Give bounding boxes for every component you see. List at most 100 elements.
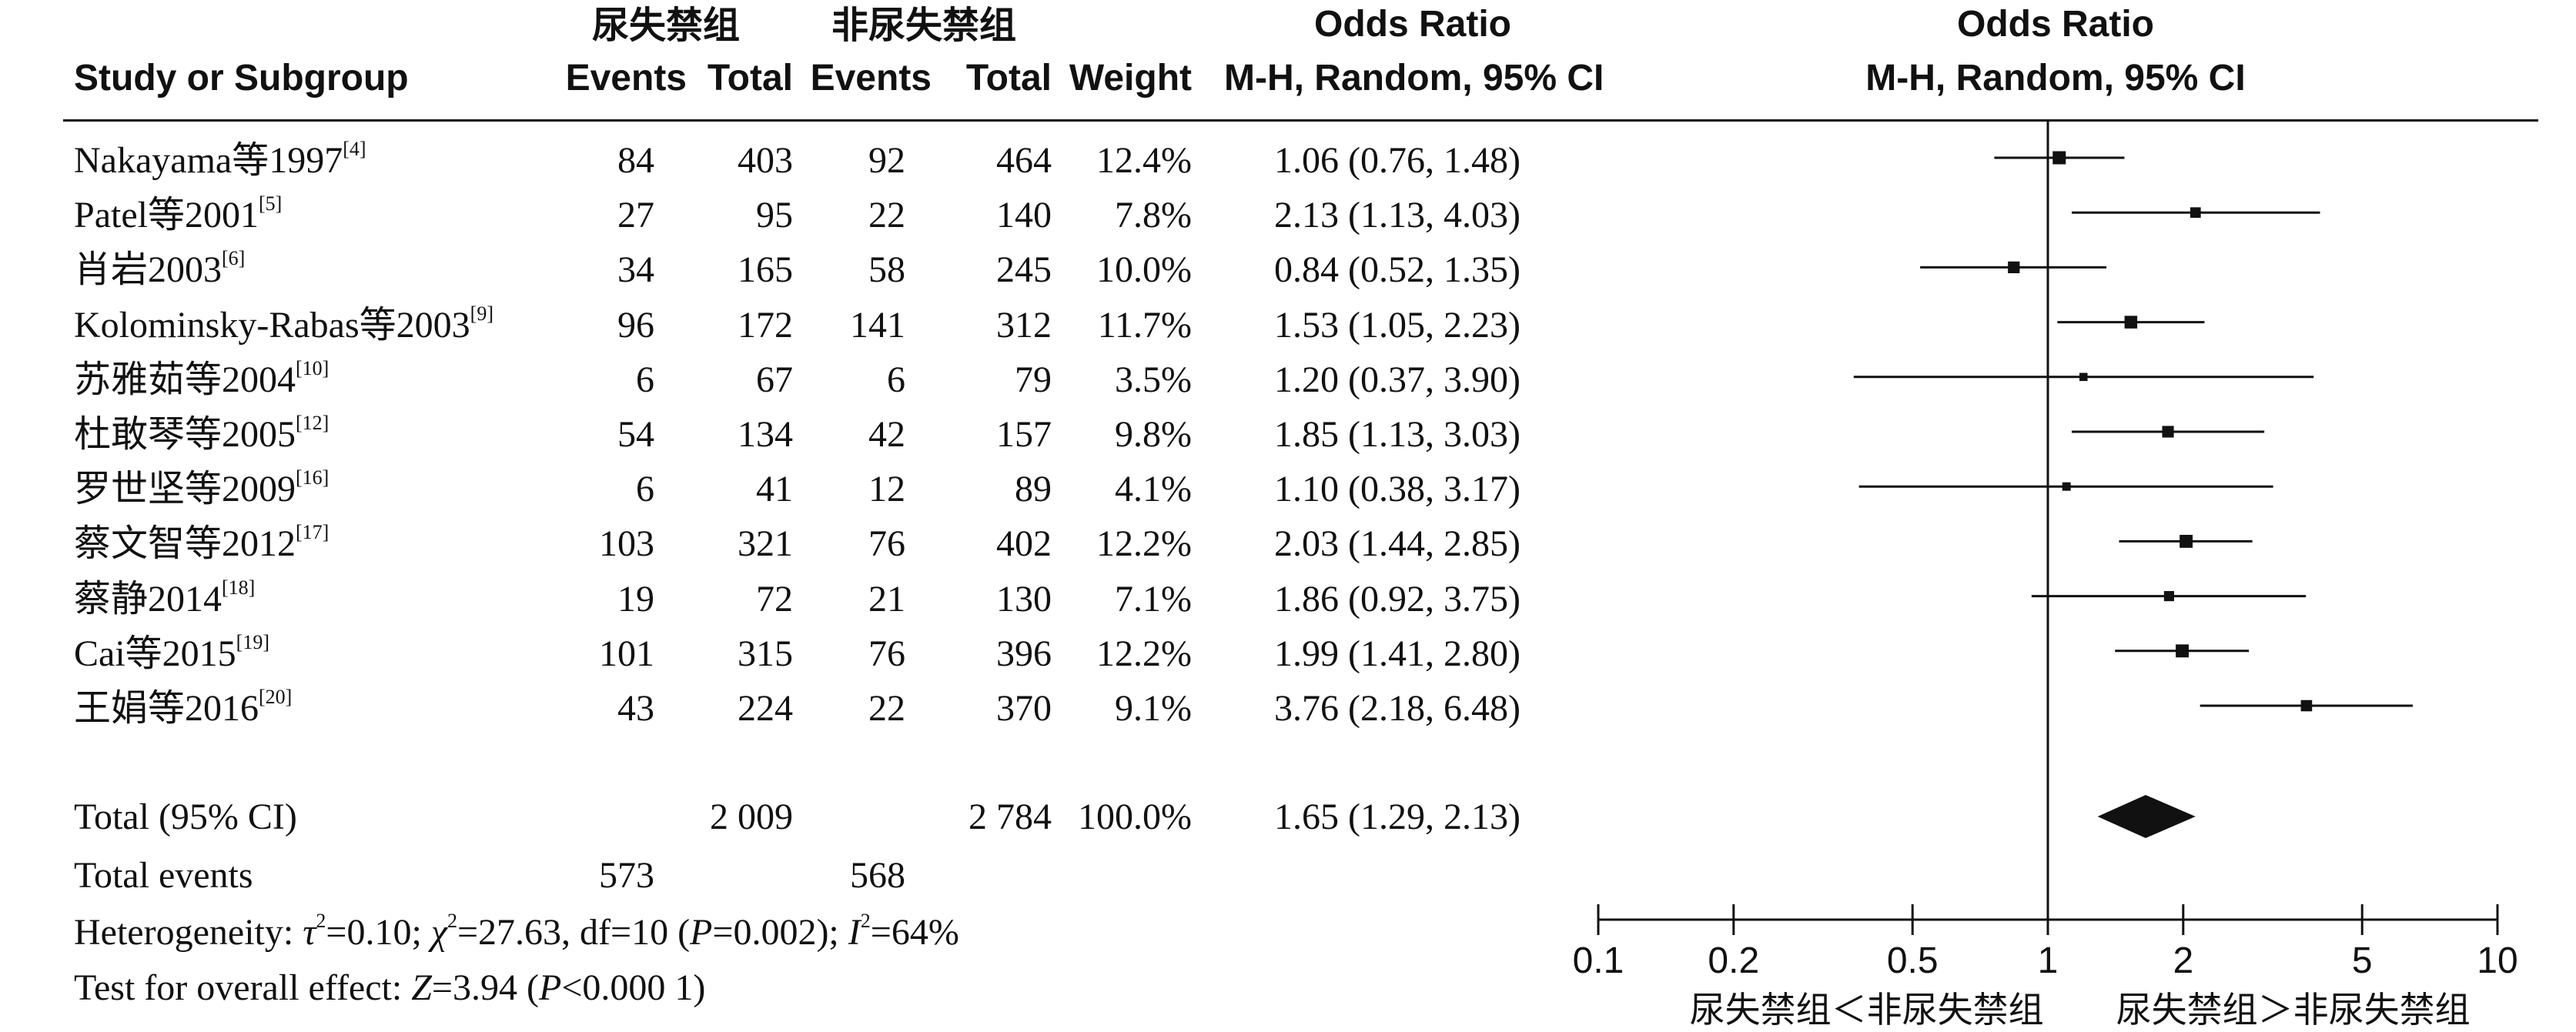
study-total2: 370 (996, 688, 1052, 729)
study-name: 罗世坚等2009[16] (74, 466, 330, 510)
or-square (2162, 426, 2174, 438)
events1-header: Events (565, 58, 687, 99)
study-total2: 402 (996, 523, 1052, 565)
study-events2: 76 (868, 523, 905, 565)
study-events1: 6 (636, 469, 654, 510)
heterogeneity-text: Heterogeneity: τ2=0.10; χ2=27.63, df=10 … (74, 910, 959, 953)
study-weight: 10.0% (1096, 249, 1192, 291)
study-events1: 43 (617, 688, 654, 729)
total-events-e2: 568 (850, 855, 905, 896)
x-tick-label: 1 (2038, 940, 2059, 981)
study-weight: 7.8% (1115, 195, 1192, 236)
study-ci-text: 1.06 (0.76, 1.48) (1274, 140, 1521, 181)
study-ref: [17] (296, 521, 330, 544)
or-square (2300, 700, 2313, 712)
study-ref: [10] (296, 356, 330, 379)
or-square (2124, 316, 2138, 329)
x-tick-label: 5 (2352, 940, 2373, 981)
total-events-label: Total events (74, 855, 253, 896)
study-ci-text: 2.13 (1.13, 4.03) (1274, 195, 1521, 236)
study-events1: 96 (617, 304, 654, 346)
study-ref: [6] (222, 247, 246, 270)
study-ci-text: 3.76 (2.18, 6.48) (1274, 688, 1521, 729)
study-total1: 72 (756, 578, 793, 620)
study-total1: 403 (738, 140, 793, 181)
study-events2: 6 (887, 359, 905, 400)
study-ref: [4] (343, 138, 366, 160)
study-total2: 396 (996, 633, 1052, 674)
x-tick-label: 2 (2173, 940, 2193, 981)
study-name: 蔡静2014[18] (74, 576, 256, 620)
study-total1: 134 (738, 414, 793, 455)
study-weight: 4.1% (1115, 469, 1192, 510)
study-events1: 27 (617, 195, 654, 236)
study-events2: 12 (868, 469, 905, 510)
x-tick-label: 0.5 (1887, 940, 1939, 981)
study-ref: [20] (259, 686, 293, 708)
header-rule (63, 119, 2538, 122)
or-square (2079, 372, 2088, 382)
study-ci-text: 2.03 (1.44, 2.85) (1274, 523, 1521, 565)
weight-header: Weight (1069, 58, 1192, 99)
study-name: Patel等2001[5] (74, 192, 283, 236)
study-total2: 312 (996, 304, 1052, 346)
study-ci-text: 1.20 (0.37, 3.90) (1274, 359, 1521, 400)
study-events2: 76 (868, 633, 905, 674)
total2-header: Total (965, 58, 1052, 99)
study-ci-text: 1.99 (1.41, 2.80) (1274, 633, 1521, 674)
pooled-diamond (2097, 795, 2196, 838)
study-events2: 92 (868, 140, 905, 181)
study-events1: 103 (599, 523, 654, 565)
study-total2: 89 (1015, 469, 1052, 510)
study-total1: 321 (738, 523, 793, 565)
study-name: Kolominsky-Rabas等2003[9] (74, 302, 493, 346)
study-total2: 245 (996, 249, 1052, 291)
x-tick-label: 10 (2477, 940, 2517, 981)
study-events1: 84 (617, 140, 654, 181)
study-events2: 58 (868, 249, 905, 291)
study-weight: 9.8% (1115, 414, 1192, 455)
total-ci-text: 1.65 (1.29, 2.13) (1274, 797, 1521, 837)
study-total1: 165 (738, 249, 793, 291)
study-total2: 157 (996, 414, 1052, 455)
total-weight: 100.0% (1078, 797, 1192, 837)
study-weight: 12.2% (1096, 633, 1192, 674)
or-method-header: M-H, Random, 95% CI (1224, 58, 1604, 99)
plot-method-header: M-H, Random, 95% CI (1865, 58, 2246, 99)
study-total1: 172 (738, 304, 793, 346)
events2-header: Events (810, 58, 932, 99)
study-ci-text: 0.84 (0.52, 1.35) (1274, 249, 1521, 291)
study-weight: 11.7% (1097, 304, 1192, 346)
study-ref: [16] (296, 466, 330, 489)
study-col-header: Study or Subgroup (74, 58, 409, 99)
study-events1: 101 (599, 633, 654, 674)
study-ref: [5] (258, 192, 283, 215)
study-name: Cai等2015[19] (74, 630, 269, 674)
or-square (2008, 261, 2020, 274)
or-square (2062, 482, 2071, 491)
total1-header: Total (707, 58, 793, 99)
study-events1: 34 (617, 249, 654, 291)
study-weight: 7.1% (1115, 578, 1192, 620)
study-total1: 95 (756, 195, 793, 236)
study-name: Nakayama等1997[4] (74, 138, 366, 181)
study-events1: 54 (617, 414, 654, 455)
or-square (2190, 207, 2201, 219)
study-ci-text: 1.86 (0.92, 3.75) (1274, 578, 1521, 620)
study-ci-text: 1.10 (0.38, 3.17) (1274, 469, 1521, 510)
x-tick-label: 0.1 (1573, 940, 1624, 981)
study-events2: 21 (868, 578, 905, 620)
study-events2: 22 (868, 195, 905, 236)
or-square (2163, 591, 2174, 602)
study-total1: 67 (756, 359, 793, 400)
favours-right-label: 尿失禁组＞非尿失禁组 (2116, 989, 2471, 1030)
group1-header: 尿失禁组 (591, 5, 740, 46)
study-ref: [18] (222, 576, 256, 599)
favours-left-label: 尿失禁组＜非尿失禁组 (1690, 989, 2044, 1030)
plot-title: Odds Ratio (1956, 4, 2154, 45)
study-events2: 42 (868, 414, 905, 455)
study-total2: 79 (1015, 359, 1052, 400)
study-events2: 141 (850, 304, 905, 346)
or-square (2052, 151, 2066, 165)
